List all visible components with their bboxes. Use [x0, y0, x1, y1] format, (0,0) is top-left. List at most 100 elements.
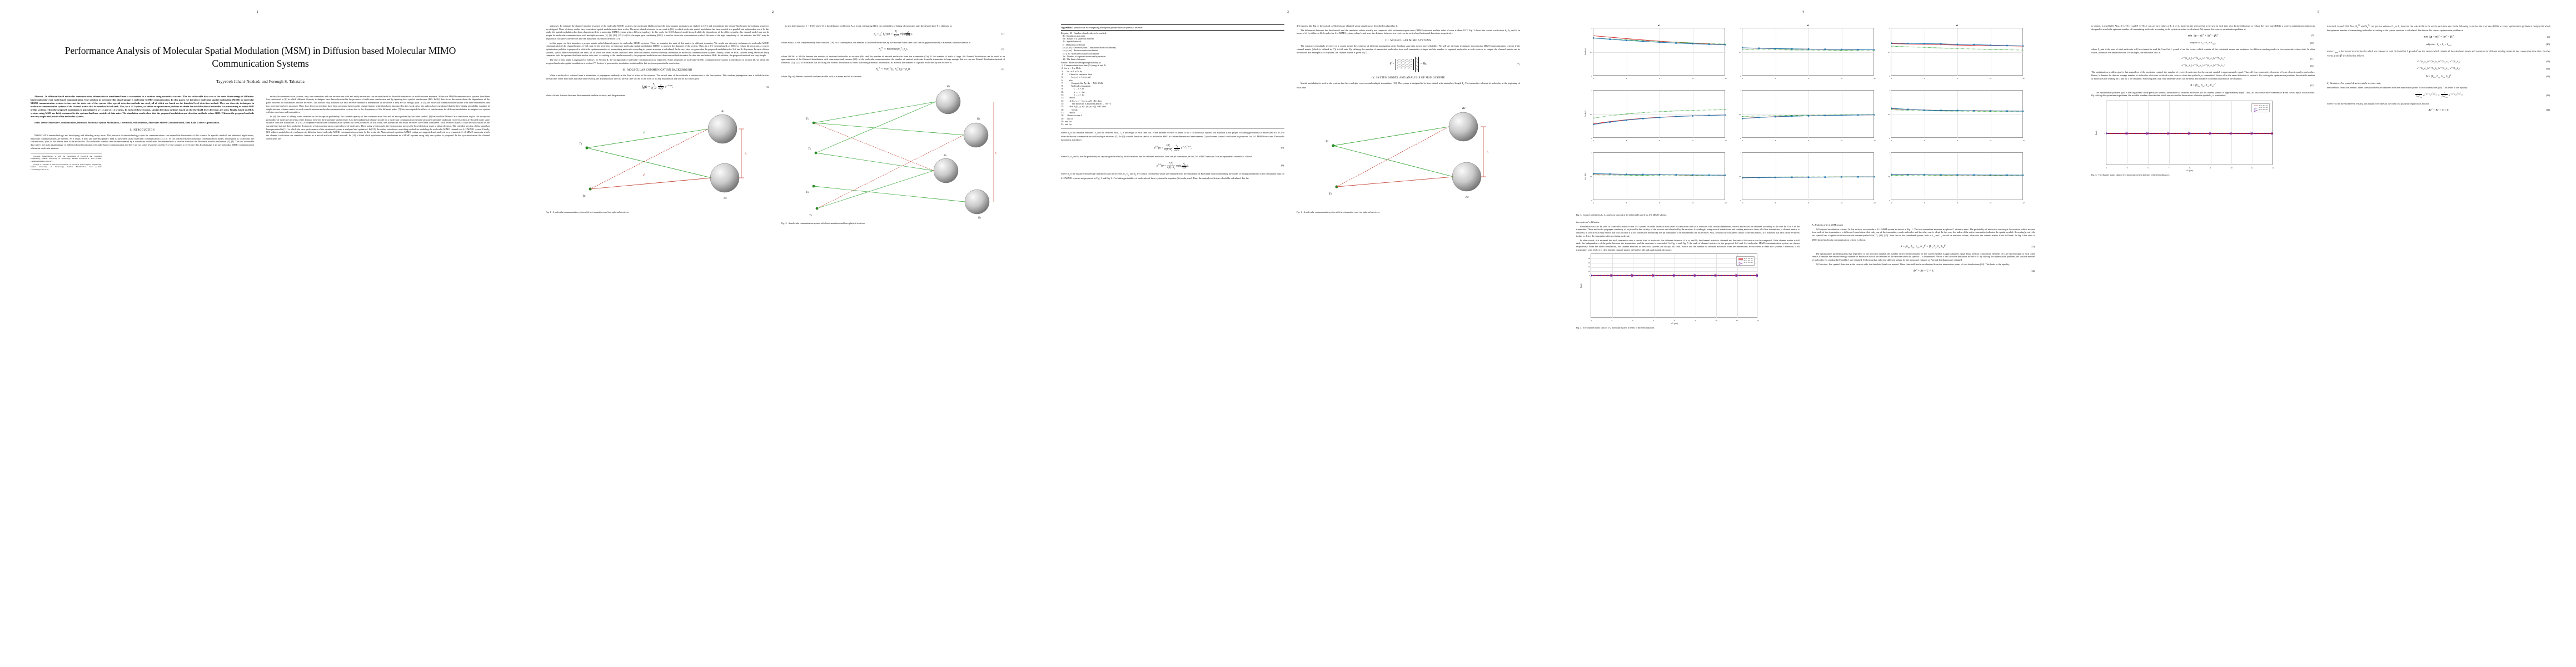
equation-number: (9) [2311, 34, 2314, 37]
series-marker-triangle [1610, 273, 1615, 278]
series-line-2 [1593, 115, 1726, 125]
series-marker [1742, 177, 1743, 179]
equation-number: (6) [1280, 146, 1284, 150]
subplot-for-rx3-c0: 0 0.5 1 4 6 8 10 12 For Rx3 [1576, 149, 1727, 211]
series-marker [1692, 43, 1693, 44]
body-paragraph: where Lmax is the sum of total molecules… [2327, 48, 2550, 57]
series-marker [1824, 176, 1826, 178]
equation: NkRr ∼ N(NkTxph, NkTxph(1−ph)), (4) [875, 67, 1004, 72]
series-marker [1609, 173, 1611, 175]
algorithm-line: 10: y ← y + Δy [1061, 90, 1085, 93]
series-marker [1857, 114, 1859, 116]
subplot-series-canvas [1891, 173, 2024, 176]
algorithm-line: D : Diffusion coefficient [1061, 43, 1085, 46]
series-marker [1807, 176, 1810, 178]
body-paragraph: 2) Detection: For symbol detection at th… [1816, 262, 2010, 266]
body-paragraph: Spatial modulation is used in the system… [1297, 81, 1521, 89]
svg-text:d: d [643, 173, 645, 177]
y-tick-label: 0 [1889, 74, 1890, 77]
series-marker [1956, 174, 1959, 176]
x-tick-label: 7 [1653, 319, 1655, 322]
subplot-axes: 0 0.5 1 4 6 8 10 12 [1739, 89, 1876, 142]
equation-constraint: subject to Lb + L1 = Lmax, (10) [2190, 41, 2314, 45]
y-tick-label: 1 [1889, 151, 1890, 154]
x-tick-label: 4 [1742, 77, 1743, 79]
algorithm-line: 6: else [1061, 78, 1073, 82]
x-tick-label: 6 [1626, 139, 1627, 142]
fig3-subplot-grid: b1 0 0.5 1 4 6 8 10 12 For Rx1 b2 0 0.5 1 4 6 8 10 12 b3 0 0.… [1576, 24, 2036, 211]
page3-column-2: 4×4 system, like Fig. 2, the control coe… [1297, 24, 1520, 215]
x-tick-label: 9 [1695, 319, 1696, 322]
series-marker [1775, 116, 1776, 118]
series-line-1 [1891, 46, 2024, 51]
body-paragraph: where dij is the distance between Txj an… [1061, 131, 1284, 141]
series-marker [1725, 174, 1726, 176]
equation-number: (11) [2546, 60, 2550, 63]
page-number: 3 [1287, 10, 1289, 14]
subplot-for-rx2-c0: 0 0.5 1 4 6 8 10 12 For Rx2 [1576, 87, 1727, 149]
series-marker [1775, 48, 1776, 49]
body-paragraph: where Nk^Rr ∼ Nk^Rr denotes the number o… [781, 54, 1005, 64]
series-marker [1807, 48, 1810, 50]
fig4-rank-ylabel: Rank [1580, 283, 1582, 288]
series-marker-triangle [2125, 131, 2130, 136]
series-marker [1924, 174, 1925, 176]
x-tick-label: 8 [1808, 201, 1809, 204]
page2-column-2: is also determined as λ = d²/2D where D … [781, 24, 1005, 226]
equation-number: (8) [1280, 163, 1284, 167]
svg-text:h: h [995, 152, 996, 155]
equation: p(i,j)(t) = b1Rr b2Rr+dij dij 4πDt3 e−b3di… [1154, 143, 1284, 152]
fig5-rank-wrap: 4 4 5 6 7 8 9 10 11 12 d1 (μm) Rank Rr=4, h=4 μm Rr=2… [2095, 101, 2315, 172]
algorithm-line: [xr, yr, zr] : Receiver node coordinates [1061, 49, 1098, 52]
svg-text:d: d [643, 131, 645, 135]
x-tick-label: 9 [2210, 166, 2211, 169]
figure-caption: Fig. 2. A molecular communication system… [781, 222, 865, 225]
body-paragraph: The rest of this paper is organized as f… [546, 58, 769, 64]
x-tick-label: 4 [1591, 319, 1592, 322]
equation: a(1,1)[b00,b01] a(1,2)[b00,b01] a(1,3)[b… [2181, 57, 2315, 61]
figure-label: Fig. 4. [1576, 326, 1582, 330]
series-marker [1791, 48, 1793, 50]
section-heading-introduction: I. Introduction [129, 128, 155, 132]
series-marker [1708, 43, 1710, 45]
svg-text:Rx: Rx [1462, 107, 1466, 110]
figure-label: Fig. 5. [2091, 173, 2097, 177]
series-line-0 [1593, 115, 1726, 125]
equation: b = [b00, b01, b10, b11]T (13) [2426, 73, 2550, 79]
subplot-series-canvas [1593, 109, 1726, 126]
equation: a(2,1)[b00,b01] a(2,2)[b00,b01] a(2,3)[b… [2181, 63, 2315, 68]
page1-column-1: Abstract—In diffusion-based molecular co… [31, 95, 254, 172]
svg-text:Rx: Rx [1465, 196, 1469, 199]
fig1b-molecular-diagram: h Tx Tx Rx Rx [1326, 107, 1488, 199]
paper-page-5: 5 is termed, is used [20]. Also, N_k^{Tx… [2061, 0, 2576, 667]
svg-text:h: h [1487, 151, 1488, 155]
subsub-heading: 2) Detection: [1816, 262, 1828, 266]
fig5-rank-canvas [2106, 131, 2273, 136]
series-marker-triangle [1715, 273, 1718, 278]
equation: 1 2πσ21,0 e−(x−μ1,0)2/2σ21,0 = 1 2πσ20,0 e… [2415, 91, 2550, 99]
fig4-rank-wrap: 2 2.2 2.4 2.6 2.8 4 5 6 7 8 9 10 11 12 d1 (μm) Rank Rr=4… [1580, 253, 1800, 325]
subsub-heading: 1) Proposed modulation scheme: [1816, 227, 1848, 231]
y-tick-label: 0.5 [1590, 175, 1592, 178]
body-paragraph: where γ is the threshold level. Finally,… [2327, 102, 2429, 105]
figure-3: b1 0 0.5 1 4 6 8 10 12 For Rx1 b2 0 0.5 1 4 6 8 10 12 b3 0 0.… [1576, 24, 2036, 216]
footnote-line: Tayyebeh Jahani-Nezhad is with the Depar… [31, 155, 102, 162]
x-tick-label: 12 [1725, 139, 1727, 142]
algorithm-line: Nr : Number of captured molecules by rec… [1061, 55, 1106, 58]
paper-page-1: 1 arXiv:1809.05954v1 [cs.ET] 16 Sep 2018… [0, 0, 515, 667]
svg-text:Rx: Rx [721, 110, 725, 113]
x-tick-label: 5 [2126, 166, 2128, 169]
equation-number: (14) [2030, 269, 2035, 272]
x-tick-label: 8 [1659, 77, 1660, 79]
page5-column-1: is termed, is used [20]. Also, N_k^{Tx₁}… [2091, 24, 2315, 177]
x-tick-label: 7 [2168, 166, 2170, 169]
x-tick-label: 4 [1593, 139, 1594, 142]
page-number: 5 [2317, 10, 2320, 14]
subplot-r2-c2: 0 0.5 1 4 6 8 10 12 [1874, 149, 2025, 211]
series-marker [1658, 41, 1661, 43]
fig4-rank-xlabel: d1 (μm) [1671, 322, 1678, 325]
figure-label: Fig. 2. [781, 222, 788, 225]
y-tick-label: 0.5 [1887, 51, 1890, 53]
series-marker-triangle [2230, 131, 2234, 136]
series-marker-triangle [2188, 131, 2192, 136]
